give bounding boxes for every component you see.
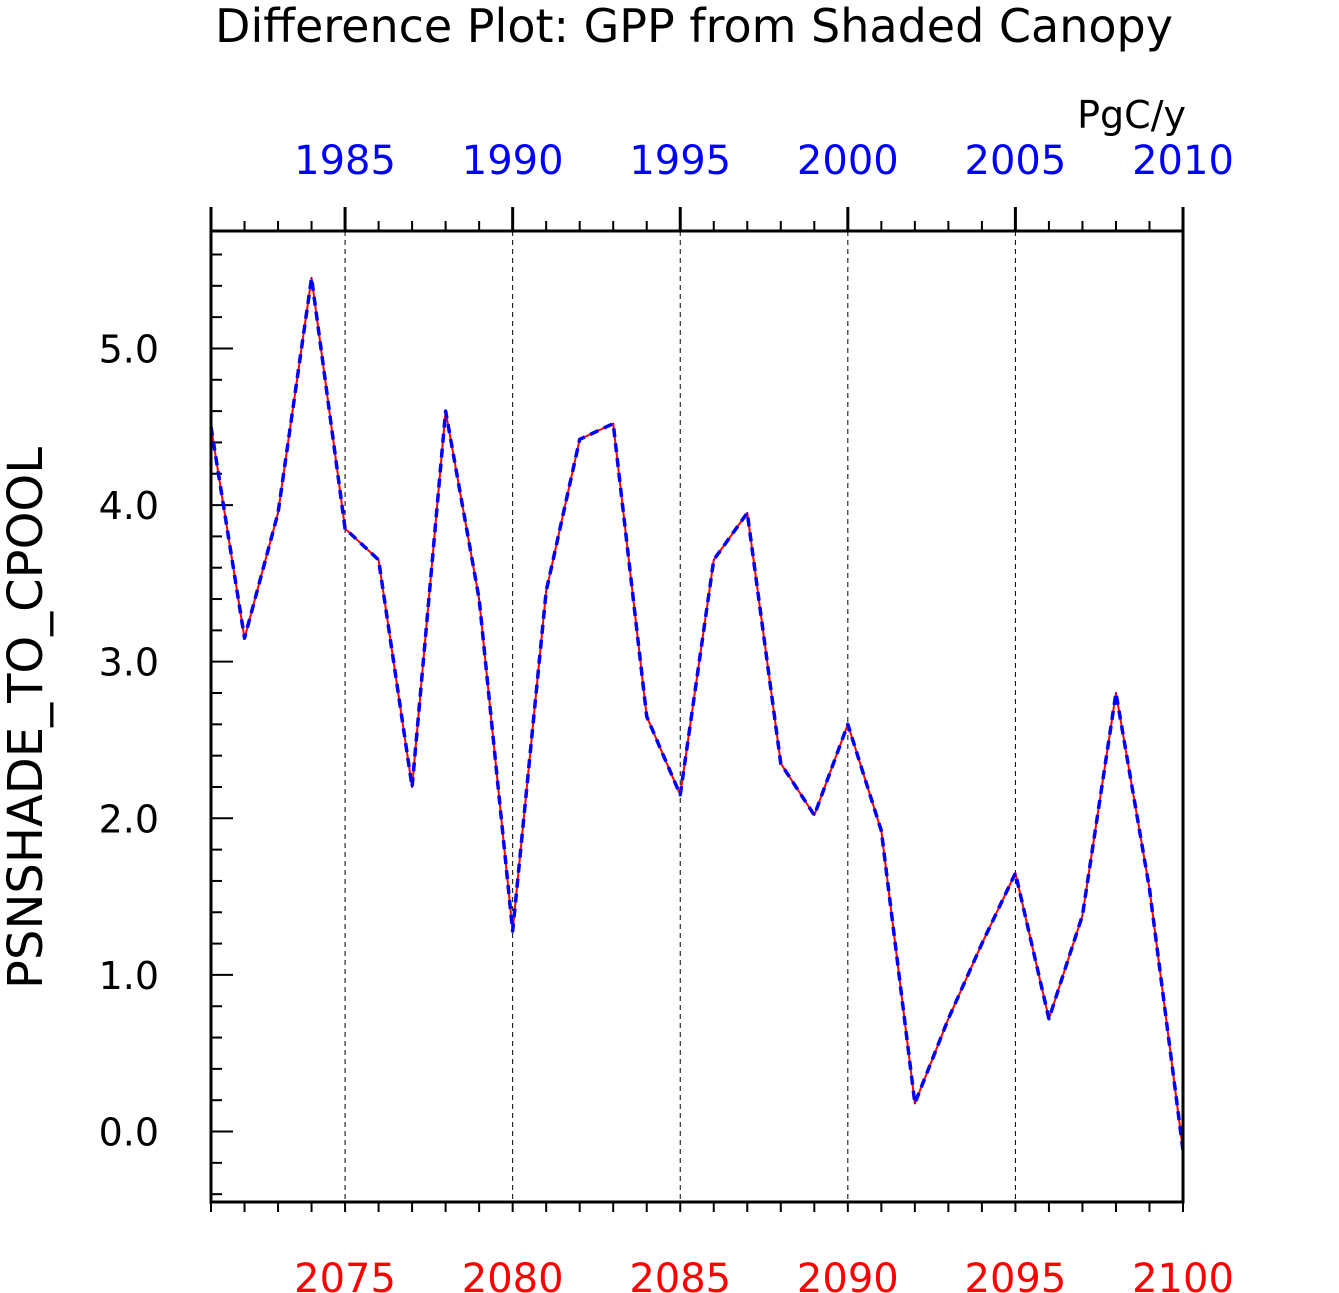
bottom-tick-label-2080: 2080 (462, 1256, 564, 1293)
data-point (779, 762, 782, 765)
data-point (746, 512, 749, 514)
data-point (679, 794, 682, 796)
bottom-tick-label-2100: 2100 (1132, 1256, 1234, 1293)
data-point (310, 277, 313, 279)
top-tick-label-2005: 2005 (965, 138, 1067, 184)
data-point (511, 930, 514, 932)
data-point (914, 1102, 916, 1105)
data-point (243, 637, 246, 639)
bottom-tick-label-2090: 2090 (797, 1256, 899, 1293)
y-tick-label-1.0: 1.0 (99, 954, 159, 998)
series-line-red (210, 276, 1184, 1151)
bottom-x-axis: 2075 2080 2085 2090 2095 2100 (210, 1202, 1234, 1293)
data-point (545, 590, 547, 593)
data-point (578, 438, 581, 441)
plot-frame (209, 229, 1185, 1204)
top-tick-label-1985: 1985 (294, 138, 396, 184)
data-point (1148, 887, 1151, 890)
y-axis-label: PSNSHADE_TO_CPOOL (0, 447, 54, 989)
data-point (981, 942, 983, 945)
data-point (645, 715, 648, 718)
top-tick-label-2010: 2010 (1132, 138, 1234, 184)
bottom-tick-label-2095: 2095 (965, 1256, 1067, 1293)
data-point (813, 814, 816, 816)
y-tick-label-5.0: 5.0 (99, 327, 159, 371)
y-tick-label-2.0: 2.0 (99, 797, 159, 841)
data-point (712, 559, 715, 561)
units-label: PgC/y (1077, 93, 1186, 137)
y-tick-label-4.0: 4.0 (99, 484, 159, 528)
y-axis: 0.0 1.0 2.0 3.0 4.0 5.0 (99, 253, 233, 1196)
bottom-tick-label-2075: 2075 (294, 1256, 396, 1293)
y-tick-label-0.0: 0.0 (99, 1111, 159, 1155)
data-point (947, 1017, 950, 1020)
data-point (1014, 872, 1017, 874)
data-point (1048, 1017, 1050, 1020)
data-point (1081, 914, 1084, 917)
top-tick-label-2000: 2000 (797, 138, 899, 184)
data-point (444, 410, 447, 412)
grid-lines (344, 231, 1016, 1202)
chart-title: Difference Plot: GPP from Shaded Canopy (215, 0, 1173, 53)
top-tick-label-1995: 1995 (629, 138, 731, 184)
data-point (377, 559, 380, 561)
bottom-tick-label-2085: 2085 (629, 1256, 731, 1293)
data-point (612, 422, 615, 425)
top-tick-label-1990: 1990 (462, 138, 564, 184)
data-point (847, 723, 849, 726)
top-x-axis: 1985 1990 1995 2000 2005 2010 (209, 138, 1234, 233)
plot-series (209, 276, 1185, 1152)
y-tick-label-3.0: 3.0 (99, 641, 159, 685)
data-point (478, 598, 480, 600)
data-point (277, 512, 279, 514)
data-point (411, 786, 413, 788)
data-point (344, 527, 346, 530)
data-point (1115, 692, 1117, 694)
data-point (880, 830, 883, 832)
series-line-blue (209, 276, 1185, 1151)
